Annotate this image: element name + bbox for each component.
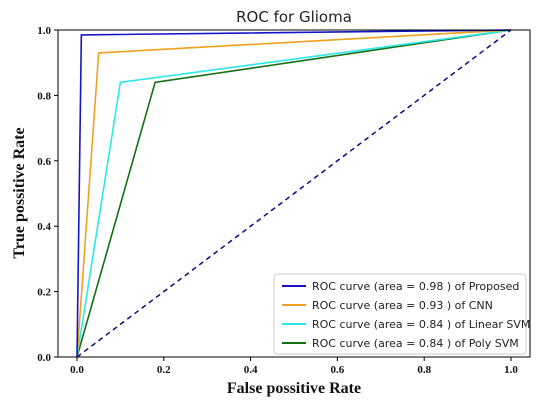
diagonal-reference-line: [76, 29, 512, 358]
y-axis-label: True possitive Rate: [11, 127, 28, 258]
y-tick-label: 0.0: [37, 352, 51, 364]
legend: ROC curve (area = 0.98 ) of Proposed ROC …: [273, 273, 530, 355]
y-axis-ticks: 0.0 0.2 0.4 0.6 0.8 1.0: [37, 25, 58, 364]
y-tick-label: 0.6: [37, 156, 51, 168]
series-line-2: [76, 29, 512, 358]
x-tick-label: 0.0: [70, 364, 84, 376]
series-line-3: [76, 29, 512, 358]
series-line-0: [76, 29, 512, 358]
plot-area: [76, 29, 512, 358]
x-tick-label: 0.4: [244, 364, 258, 376]
legend-entry-0: ROC curve (area = 0.98 ) of Proposed: [312, 280, 519, 293]
y-tick-label: 0.8: [37, 90, 51, 102]
plot-frame: [57, 29, 531, 358]
chart-title: ROC for Glioma: [236, 8, 352, 26]
x-axis-label: False possitive Rate: [227, 380, 361, 397]
y-tick-label: 1.0: [37, 25, 51, 37]
legend-entry-1: ROC curve (area = 0.93 ) of CNN: [312, 299, 493, 312]
legend-box: [273, 273, 527, 355]
series-line-1: [76, 29, 512, 358]
y-tick-label: 0.4: [37, 221, 51, 233]
legend-entry-3: ROC curve (area = 0.84 ) of Poly SVM: [312, 337, 519, 350]
x-tick-label: 0.8: [417, 364, 431, 376]
x-tick-label: 1.0: [504, 364, 518, 376]
legend-entry-2: ROC curve (area = 0.84 ) of Linear SVM: [312, 318, 530, 331]
x-tick-label: 0.6: [331, 364, 345, 376]
x-axis-ticks: 0.0 0.2 0.4 0.6 0.8 1.0: [70, 357, 518, 376]
x-tick-label: 0.2: [157, 364, 171, 376]
y-tick-label: 0.2: [37, 287, 51, 299]
